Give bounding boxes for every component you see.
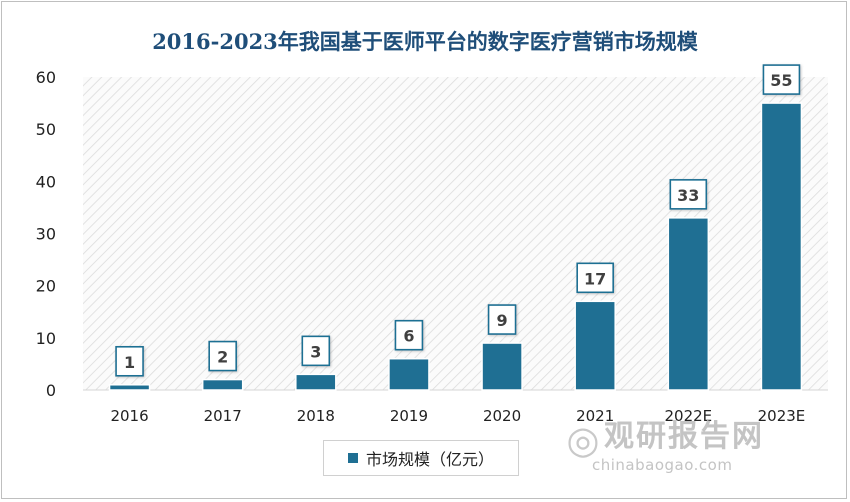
y-tick-label: 10 (36, 329, 56, 348)
y-tick-label: 60 (36, 68, 56, 87)
data-label: 9 (496, 311, 507, 330)
y-tick-label: 50 (36, 120, 56, 139)
data-label-box (576, 262, 614, 294)
bar (667, 217, 710, 391)
watermark-brand-cn: 观研报告网 (604, 419, 764, 454)
y-tick-label: 20 (36, 277, 56, 296)
bar (295, 373, 337, 391)
bar (481, 342, 523, 391)
data-label: 33 (677, 186, 699, 205)
bar (388, 357, 430, 391)
y-tick-label: 40 (36, 172, 56, 191)
data-label-box (762, 64, 801, 95)
chart-title: 2016-2023年我国基于医师平台的数字医疗营销市场规模 (152, 29, 698, 54)
watermark-logo-icon: ◎ (566, 418, 600, 462)
data-label-box (301, 335, 331, 367)
data-label-box (115, 345, 144, 377)
data-label: 2 (217, 348, 228, 367)
data-label: 1 (124, 353, 135, 372)
x-tick-label: 2023E (758, 407, 806, 425)
bar (201, 378, 244, 391)
data-label: 3 (310, 342, 321, 361)
x-tick-label: 2019 (390, 407, 428, 425)
y-tick-label: 0 (46, 381, 56, 400)
bar (760, 102, 803, 391)
x-tick-label: 2016 (110, 407, 148, 425)
x-tick-label: 2018 (297, 407, 335, 425)
x-tick-label: 2017 (204, 407, 242, 425)
y-tick-label: 30 (36, 225, 56, 244)
bar (574, 300, 616, 391)
data-label: 17 (584, 269, 606, 288)
bar (108, 384, 151, 391)
data-label-box (394, 319, 424, 351)
x-tick-label: 2020 (483, 407, 521, 425)
data-label-box (487, 304, 517, 335)
data-label-box (669, 179, 708, 210)
legend-label: 市场规模（亿元） (365, 450, 494, 469)
data-label: 6 (403, 327, 414, 346)
data-label-box (208, 340, 237, 372)
x-tick-label: 2021 (576, 407, 614, 425)
legend: 市场规模（亿元） (323, 440, 519, 476)
plot-area (83, 77, 828, 390)
legend-swatch (347, 453, 358, 463)
data-label: 55 (770, 71, 792, 90)
watermark: ◎ 观研报告网 chinabaogao.com (556, 418, 806, 478)
watermark-brand-en: chinabaogao.com (592, 456, 733, 474)
x-tick-label: 2022E (664, 407, 712, 425)
